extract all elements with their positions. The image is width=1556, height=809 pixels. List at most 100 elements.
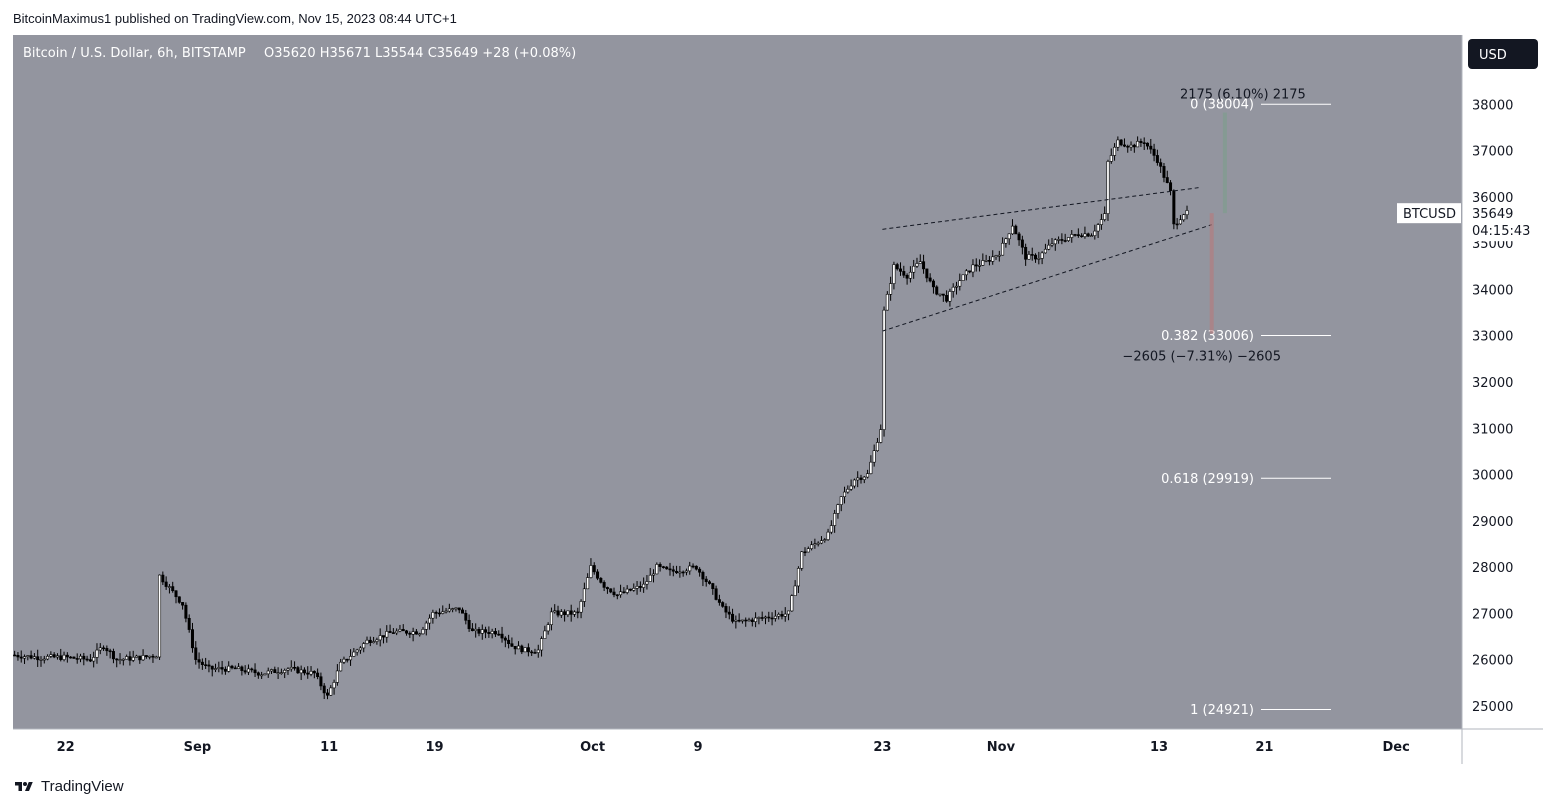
candle [187,614,191,633]
y-tick-label: 38000 [1472,98,1513,113]
candle [148,655,152,660]
time-axis [13,729,1543,764]
candle [1126,144,1130,153]
candle [302,667,306,676]
candle [635,581,639,595]
candle-body [922,261,926,270]
candle [1063,233,1067,243]
candle [184,602,188,623]
candle-body [32,656,36,659]
candle-body [724,606,728,613]
candle [98,643,102,655]
candle-body [586,577,590,590]
candle-body [164,581,168,587]
y-tick-label: 34000 [1472,283,1513,298]
candle [266,667,270,678]
candle [279,668,283,675]
candle [892,261,896,290]
candle [164,576,168,590]
candle [668,562,672,576]
candle-body [59,655,63,660]
y-tick-label: 25000 [1472,700,1513,715]
candle [480,624,484,640]
candle-body [684,570,688,573]
candle-body [941,293,945,296]
candle-body [648,574,652,582]
candle [833,509,837,533]
candle-body [177,596,181,603]
candle [767,611,771,622]
candle [652,569,656,583]
candle [622,587,626,594]
candle-body [332,682,336,689]
candle-body [289,666,293,670]
candle [935,285,939,296]
candle [974,258,978,272]
candle-body [1136,141,1140,148]
candle-body [467,619,471,630]
candle-body [912,265,916,273]
candle-body [72,656,76,659]
candle [92,651,96,668]
candle [941,293,945,302]
candle-body [329,687,333,696]
candle-body [773,615,777,619]
candle-body [971,264,975,273]
candle [283,668,287,679]
candle [520,644,524,655]
candle [1093,224,1097,240]
currency-button[interactable] [1468,39,1538,69]
candle [678,565,682,578]
candle-body [358,647,362,651]
candle-body [1066,237,1070,241]
candle [961,274,965,281]
candle [536,644,540,658]
candle [694,565,698,571]
candle-body [134,655,138,658]
candle-body [747,619,751,622]
candle [1060,233,1064,245]
candle-body [859,477,863,480]
candle [754,612,758,628]
candle-body [484,629,488,633]
candle [908,266,912,283]
candle-body [233,667,237,670]
candle [1109,148,1113,164]
fib-level-label: 0 (38004) [1190,98,1254,113]
candle [609,588,613,594]
candle [85,655,89,662]
candle-body [424,622,428,630]
candle [701,570,705,587]
candle-body [553,610,557,613]
candle [688,561,692,575]
candle [727,606,731,620]
candle [717,594,721,606]
candle-body [92,657,96,662]
candle [368,636,372,647]
candle [349,649,353,666]
candle [405,629,409,636]
candle-body [750,619,754,622]
candle-body [29,655,33,659]
candle-body [530,651,534,654]
candle-body [908,271,912,279]
candle-body [1030,254,1034,256]
candle [856,471,860,488]
candle-body [349,656,353,661]
candle-body [948,291,952,302]
candle-body [978,265,982,267]
candle-body [1172,190,1176,225]
candle [530,649,534,656]
candle-body [846,488,850,493]
y-tick-label: 27000 [1472,607,1513,622]
candle-body [704,578,708,583]
candle [994,254,998,260]
candle [1004,237,1008,248]
candle-body [615,594,619,597]
candle-body [286,668,290,671]
candle-body [517,645,521,650]
price-chart[interactable]: 25000 26000 27000 28000 29000 30000 31000 32000… [13,35,1543,764]
candle-body [658,564,662,567]
candle-body [253,669,257,674]
candle [332,679,336,695]
